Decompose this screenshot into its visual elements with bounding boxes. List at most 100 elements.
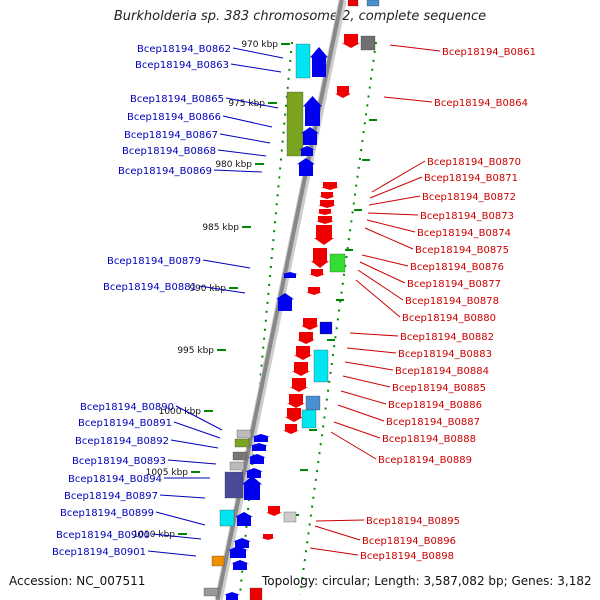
forward-cds-arrow	[299, 146, 315, 156]
left-leader-line	[151, 533, 202, 540]
reverse-cds-arrow	[311, 248, 329, 268]
right-gene-label: Bcep18194_B0872	[422, 192, 516, 203]
right-leader-line	[349, 332, 399, 337]
orange-feature	[211, 555, 225, 567]
reverse-cds-arrow	[292, 362, 310, 376]
left-gene-label: Bcep18194_B0893	[72, 456, 166, 467]
left-gene-label: Bcep18194_B0900	[56, 530, 150, 541]
grey-feature	[283, 511, 297, 523]
right-gene-label: Bcep18194_B0873	[420, 211, 514, 222]
right-leader-line	[368, 195, 421, 206]
left-leader-line	[222, 115, 273, 128]
right-gene-label: Bcep18194_B0875	[415, 245, 509, 256]
right-gene-label: Bcep18194_B0887	[386, 417, 480, 428]
accession-text: Accession: NC_007511	[9, 574, 146, 588]
left-gene-label: Bcep18194_B0865	[130, 94, 224, 105]
right-leader-line	[364, 227, 414, 250]
left-leader-line	[147, 550, 197, 557]
right-leader-line	[371, 160, 426, 193]
left-gene-label: Bcep18194_B0863	[135, 60, 229, 71]
left-gene-label: Bcep18194_B0899	[60, 508, 154, 519]
left-gene-label: Bcep18194_B0869	[118, 166, 212, 177]
scale-label: 1005 kbp	[146, 468, 189, 478]
grey-feature	[236, 429, 252, 439]
scale-label: 985 kbp	[202, 223, 239, 233]
cyan-feature	[313, 349, 329, 383]
right-leader-line	[333, 421, 381, 439]
forward-cds-arrow	[242, 476, 262, 500]
scale-label: 980 kbp	[215, 160, 252, 170]
reverse-cds-arrow	[316, 216, 334, 224]
right-gene-label: Bcep18194_B0896	[362, 536, 456, 547]
right-gene-label: Bcep18194_B0861	[442, 47, 536, 58]
right-leader-line	[340, 390, 387, 405]
left-leader-line	[170, 439, 219, 449]
scale-label: 995 kbp	[177, 346, 214, 356]
left-leader-line	[225, 97, 279, 109]
right-gene-label: Bcep18194_B0886	[388, 400, 482, 411]
right-gene-label: Bcep18194_B0898	[360, 551, 454, 562]
right-leader-line	[346, 347, 397, 354]
grey-feature	[360, 35, 376, 51]
right-leader-line	[389, 44, 441, 52]
reverse-cds-arrow	[297, 332, 315, 344]
grey-feature	[232, 451, 248, 461]
right-gene-label: Bcep18194_B0884	[395, 366, 489, 377]
left-gene-label: Bcep18194_B0890	[80, 402, 174, 413]
reverse-cds-box	[249, 587, 263, 600]
left-leader-line	[219, 133, 271, 144]
cyan-feature	[295, 43, 311, 79]
right-leader-line	[337, 404, 385, 422]
forward-cds-arrow	[228, 546, 248, 558]
forward-cds-arrow	[303, 96, 322, 126]
left-leader-line	[213, 169, 263, 173]
right-leader-line	[357, 269, 404, 301]
reverse-cds-arrow	[335, 86, 351, 98]
left-gene-label: Bcep18194_B0894	[68, 474, 162, 485]
map-title: Burkholderia sp. 383 chromosome 2, compl…	[113, 9, 487, 24]
forward-cds-arrow	[233, 538, 251, 548]
left-gene-label: Bcep18194_B0867	[124, 130, 218, 141]
forward-cds-box	[319, 321, 333, 335]
reverse-cds-arrow	[266, 506, 282, 516]
forward-cds-arrow	[310, 47, 328, 77]
right-gene-label: Bcep18194_B0882	[400, 332, 494, 343]
forward-cds-arrow	[301, 127, 319, 145]
left-gene-label: Bcep18194_B0862	[137, 44, 231, 55]
topology-text: Topology: circular; Length: 3,587,082 bp…	[262, 574, 592, 588]
right-leader-line	[383, 96, 433, 103]
right-gene-label: Bcep18194_B0895	[366, 516, 460, 527]
left-leader-line	[217, 149, 267, 157]
forward-cds-arrow	[276, 293, 294, 311]
right-gene-label: Bcep18194_B0864	[434, 98, 528, 109]
steel-feature	[366, 0, 380, 7]
reverse-cds-arrow	[283, 424, 299, 434]
left-gene-label: Bcep18194_B0901	[52, 547, 146, 558]
right-leader-line	[342, 375, 391, 388]
left-gene-label: Bcep18194_B0891	[78, 418, 172, 429]
olive-feature	[234, 438, 250, 448]
reverse-cds-arrow	[290, 378, 308, 392]
right-leader-line	[330, 431, 377, 460]
cyan-feature	[301, 409, 317, 429]
left-gene-label: Bcep18194_B0866	[127, 112, 221, 123]
right-gene-label: Bcep18194_B0885	[392, 383, 486, 394]
steel-feature	[305, 395, 321, 411]
left-gene-label: Bcep18194_B0897	[64, 491, 158, 502]
right-gene-label: Bcep18194_B0874	[417, 228, 511, 239]
reverse-cds-arrow	[318, 200, 336, 208]
left-leader-line	[167, 459, 217, 465]
reverse-cds-arrow	[287, 394, 305, 408]
cyan-feature	[219, 509, 235, 527]
reverse-cds-arrow	[319, 192, 335, 199]
indigo-feature	[224, 471, 244, 499]
left-gene-label: Bcep18194_B0892	[75, 436, 169, 447]
right-gene-label: Bcep18194_B0883	[398, 349, 492, 360]
reverse-cds-arrow	[317, 209, 333, 215]
scale-label: 1000 kbp	[159, 407, 202, 417]
left-leader-line	[155, 511, 206, 526]
right-leader-line	[309, 547, 359, 556]
left-leader-line	[173, 421, 221, 439]
